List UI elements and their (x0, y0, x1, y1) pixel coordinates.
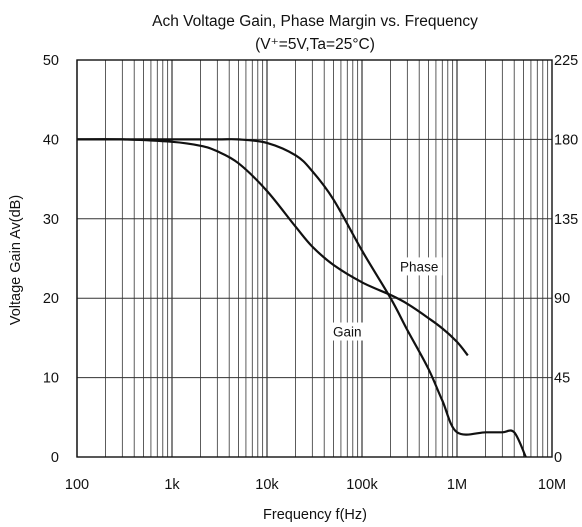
x-tick-label: 10M (538, 477, 566, 493)
y-tick-label: 20 (43, 291, 59, 307)
y2-tick-label: 135 (554, 212, 578, 228)
chart-title: Ach Voltage Gain, Phase Margin vs. Frequ… (152, 13, 478, 30)
x-tick-label: 1k (164, 477, 180, 493)
y2-tick-label: 90 (554, 291, 570, 307)
y-axis-label: Voltage Gain Av(dB) (8, 195, 24, 325)
x-tick-label: 100 (65, 477, 89, 493)
chart-subtitle: (V⁺=5V,Ta=25°C) (255, 36, 375, 53)
y-tick-label: 0 (51, 450, 59, 466)
annotation-phase-label: Phase (400, 259, 438, 274)
y-tick-label: 10 (43, 371, 59, 387)
x-tick-label: 10k (255, 477, 279, 493)
x-tick-label: 1M (447, 477, 467, 493)
y2-tick-label: 225 (554, 53, 578, 69)
y-tick-label: 30 (43, 212, 59, 228)
y2-tick-label: 45 (554, 371, 570, 387)
y-tick-label: 40 (43, 132, 59, 148)
x-axis-label: Frequency f(Hz) (263, 507, 367, 523)
y2-tick-label: 180 (554, 132, 578, 148)
y2-tick-label: 0 (554, 450, 562, 466)
x-tick-label: 100k (346, 477, 378, 493)
y-tick-label: 50 (43, 53, 59, 69)
annotation-gain-label: Gain (333, 325, 362, 340)
